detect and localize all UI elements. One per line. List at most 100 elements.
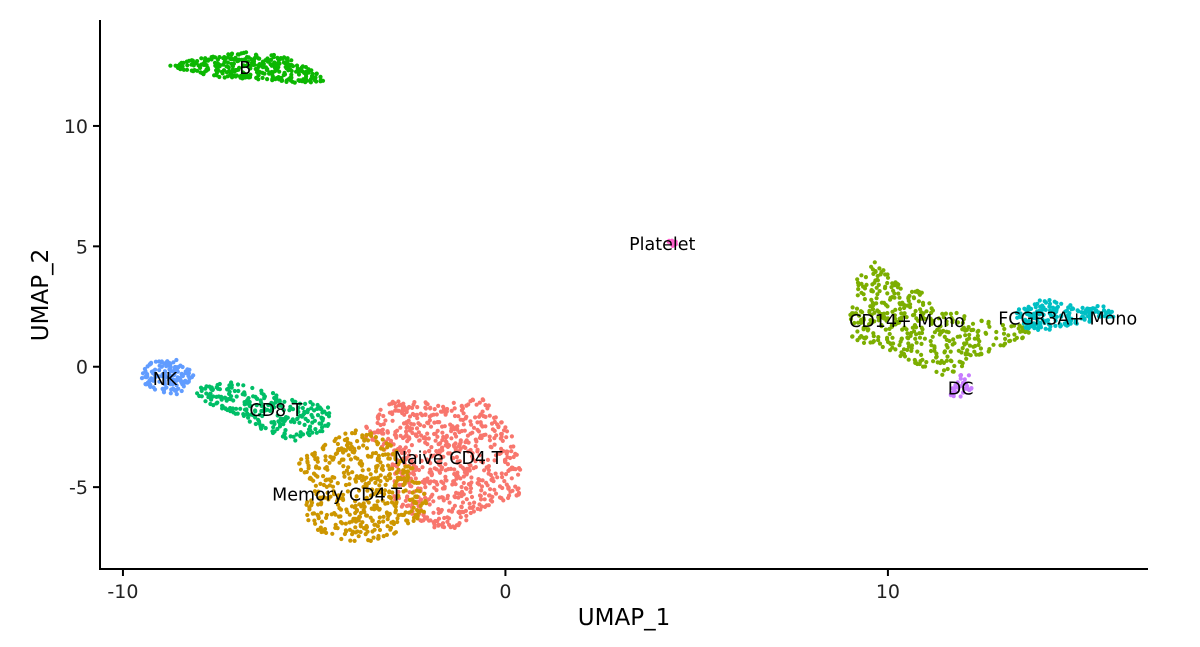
data-point [163, 375, 168, 380]
data-point [473, 415, 478, 420]
data-point [855, 293, 860, 298]
data-point [437, 470, 443, 475]
data-point [357, 488, 362, 493]
data-point [972, 336, 977, 341]
data-point [271, 52, 276, 58]
data-point [401, 408, 407, 413]
data-point [953, 390, 959, 395]
data-point [456, 495, 461, 500]
data-point [289, 68, 294, 74]
data-point [444, 433, 449, 438]
data-point [336, 447, 341, 452]
data-point [282, 399, 287, 404]
data-point [914, 325, 919, 330]
data-point [212, 73, 217, 78]
data-point [950, 386, 955, 391]
data-point [457, 430, 462, 435]
data-point [509, 449, 514, 454]
data-point [953, 383, 958, 388]
data-point [479, 504, 484, 509]
data-point [453, 447, 458, 452]
data-point [314, 71, 319, 76]
data-point [958, 373, 963, 378]
data-point [863, 275, 869, 280]
data-point [365, 488, 370, 493]
data-point [380, 498, 385, 503]
data-point [377, 527, 383, 533]
data-point [504, 482, 509, 487]
data-point [361, 443, 366, 448]
data-point [323, 442, 328, 447]
data-point [902, 354, 908, 359]
data-point [410, 479, 415, 484]
data-point [474, 402, 479, 407]
data-point [409, 426, 415, 431]
data-point [159, 364, 165, 369]
data-point [206, 392, 211, 397]
cluster-label: NK [153, 370, 178, 390]
data-point [1066, 305, 1071, 310]
data-point [473, 459, 478, 464]
data-point [905, 331, 910, 336]
data-point [857, 313, 862, 318]
data-point [263, 65, 268, 70]
data-point [472, 500, 477, 505]
data-point [970, 321, 976, 326]
data-point [315, 402, 320, 408]
data-point [318, 481, 323, 486]
data-point [350, 470, 355, 475]
data-point [1094, 308, 1099, 313]
data-point [402, 450, 407, 455]
data-point [244, 75, 249, 80]
data-point [284, 66, 289, 71]
data-point [492, 442, 497, 447]
data-point [431, 510, 436, 515]
data-point [324, 512, 329, 518]
data-point [475, 427, 480, 432]
data-point [356, 516, 361, 521]
data-point [927, 301, 932, 306]
data-point [370, 451, 376, 456]
data-point [153, 367, 158, 372]
data-point [429, 494, 434, 499]
data-point [386, 463, 391, 468]
data-point [941, 315, 946, 320]
data-point [178, 62, 183, 67]
data-point [969, 386, 974, 391]
data-point [139, 376, 145, 381]
data-point [389, 520, 394, 525]
data-point [177, 66, 183, 71]
data-point [477, 453, 482, 458]
data-point [328, 454, 333, 459]
data-point [338, 520, 343, 525]
data-point [934, 351, 939, 356]
data-point [960, 320, 966, 325]
data-point [342, 531, 347, 537]
data-point [395, 516, 400, 521]
data-point [204, 63, 209, 68]
data-point [502, 457, 508, 462]
data-point [909, 343, 915, 348]
data-point [290, 64, 296, 69]
data-point [920, 357, 925, 362]
data-point [281, 422, 286, 427]
data-point [244, 408, 249, 413]
data-point [395, 428, 400, 433]
data-point [1018, 311, 1023, 316]
data-point [186, 373, 191, 379]
data-point [149, 376, 154, 381]
data-point [347, 476, 352, 481]
data-point [323, 454, 328, 459]
data-point [337, 460, 342, 465]
data-point [226, 52, 231, 57]
data-point [457, 448, 462, 454]
data-point [172, 378, 177, 383]
data-point [348, 457, 353, 462]
data-point [281, 60, 286, 65]
data-point [385, 429, 390, 434]
data-point [208, 401, 213, 407]
data-point [1015, 311, 1020, 316]
data-point [872, 310, 877, 315]
data-point [858, 320, 864, 325]
data-point [450, 506, 456, 511]
